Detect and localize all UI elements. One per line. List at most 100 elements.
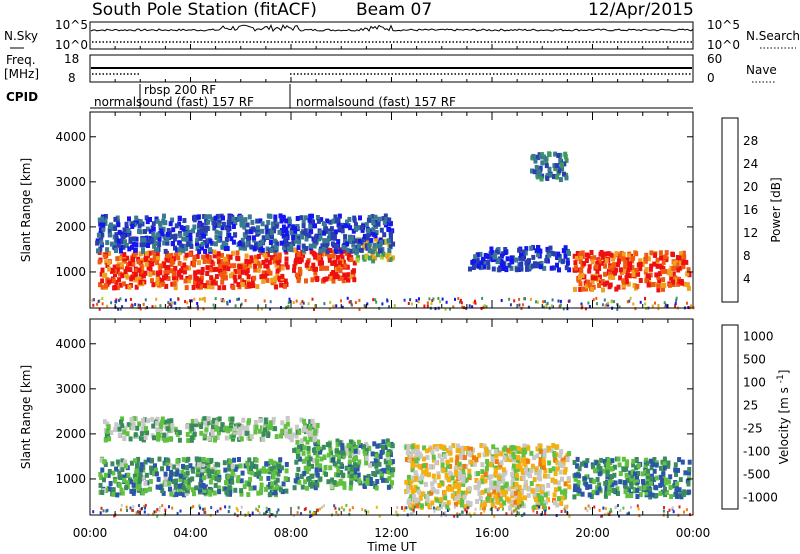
data-cell [489,507,492,511]
data-cell [416,455,421,461]
data-cell [258,418,263,424]
data-cell [257,307,259,311]
data-cell [158,485,163,490]
data-cell [489,246,494,252]
data-cell [294,272,299,278]
data-cell [625,257,630,263]
data-cell [679,251,683,257]
data-cell [508,505,513,511]
data-cell [388,221,393,227]
data-cell [539,176,544,182]
data-cell [494,249,499,255]
data-cell [324,471,328,477]
data-cell [426,304,429,308]
data-cell [268,510,271,514]
data-cell [374,230,379,235]
data-cell [177,297,180,301]
data-cell [667,282,672,288]
data-cell [296,511,299,515]
data-cell [457,494,461,500]
data-cell [339,470,344,475]
data-cell [210,475,215,480]
data-cell [674,484,679,490]
data-cell [149,465,154,471]
data-cell [547,445,552,451]
data-cell [544,160,549,165]
data-cell [515,488,520,493]
data-cell [121,281,126,287]
data-cell [480,469,485,475]
data-cell [388,459,393,465]
data-cell [422,463,427,469]
data-cell [573,286,577,292]
data-cell [364,460,369,466]
data-cell [234,304,237,308]
data-cell [644,490,649,496]
x-tick-label: 08:00 [274,526,309,540]
data-cell [409,484,413,490]
data-cell [349,300,352,303]
data-cell [534,467,539,473]
data-cell [381,216,386,222]
data-cell [424,468,429,474]
data-cell [612,464,617,470]
data-cell [364,443,369,449]
data-cell [437,453,442,459]
data-cell [198,482,203,488]
data-cell [134,268,139,274]
data-cell [358,298,361,302]
data-cell [99,511,102,515]
data-cell [518,303,521,307]
data-cell [202,307,205,311]
data-cell [513,502,518,508]
data-cell [96,302,99,306]
data-cell [375,300,378,304]
data-cell [255,284,260,290]
data-cell [545,176,550,181]
data-cell [608,476,612,482]
data-cell [378,454,383,460]
data-cell [580,491,585,497]
data-cell [152,255,157,260]
data-cell [263,417,268,423]
data-cell [118,271,123,277]
data-cell [615,486,620,492]
data-cell [280,273,285,279]
data-cell [266,220,271,225]
data-cell [220,244,225,250]
data-cell [612,262,617,268]
data-cell [536,493,541,498]
data-cell [497,267,502,273]
data-cell [480,478,485,484]
data-cell [558,469,563,475]
data-cell [270,481,275,487]
data-cell [266,484,271,490]
data-cell [287,428,292,434]
data-cell [112,245,117,251]
data-cell [305,428,310,434]
data-cell [203,248,207,254]
data-cell [244,253,249,259]
data-cell [239,478,244,484]
data-cell [287,241,291,247]
data-cell [618,514,620,518]
data-cell [644,302,647,306]
data-cell [101,272,106,278]
data-cell [508,297,511,301]
data-cell [275,272,280,278]
data-cell [522,485,527,491]
data-cell [442,454,447,459]
data-cell [199,228,204,234]
data-cell [341,244,346,250]
data-cell [559,449,564,455]
data-cell [382,232,387,238]
data-cell [657,263,662,269]
data-cell [366,228,371,234]
data-cell [334,472,339,478]
data-cell [532,504,537,510]
data-cell [596,302,598,306]
data-cell [514,475,519,481]
data-cell [98,221,103,227]
